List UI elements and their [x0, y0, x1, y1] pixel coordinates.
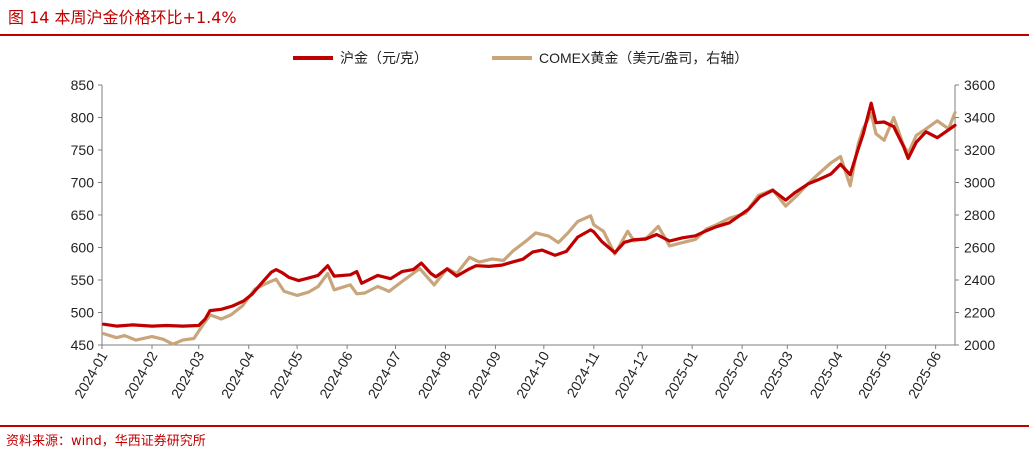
series-lines: [101, 101, 957, 346]
left-tick-label: 750: [71, 142, 95, 158]
x-tick-label: 2024-10: [513, 348, 553, 401]
x-tick-label: 2024-03: [168, 348, 208, 401]
right-tick-label: 2800: [964, 207, 995, 223]
x-tick-label: 2024-01: [71, 348, 111, 401]
chart-legend: 沪金（元/克） COMEX黄金（美元/盎司，右轴）: [293, 50, 748, 66]
x-tick-label: 2024-04: [218, 348, 258, 401]
left-tick-label: 700: [71, 175, 95, 191]
x-tick-label: 2024-05: [266, 348, 306, 401]
left-tick-label: 550: [71, 272, 95, 288]
legend-label-shfe: 沪金（元/克）: [340, 50, 428, 66]
x-tick-label: 2025-05: [855, 348, 895, 401]
x-tick-label: 2024-08: [415, 348, 455, 401]
left-tick-label: 650: [71, 207, 95, 223]
left-tick-label: 450: [71, 337, 95, 353]
left-tick-label: 800: [71, 110, 95, 126]
right-tick-label: 2000: [964, 337, 995, 353]
legend-label-comex: COMEX黄金（美元/盎司，右轴）: [539, 50, 748, 66]
gold-price-chart: 沪金（元/克） COMEX黄金（美元/盎司，右轴） 450 500 550 600 65…: [71, 50, 996, 401]
x-tick-label: 2025-03: [756, 348, 796, 401]
left-tick-label: 850: [71, 77, 95, 93]
x-tick-label: 2025-01: [661, 348, 701, 401]
right-tick-label: 3200: [964, 142, 995, 158]
right-tick-label: 2200: [964, 305, 995, 321]
title-rule: [0, 34, 1029, 36]
right-axis-ticks: 2000 2200 2400 2600 2800 3000 3200 3400 3600: [955, 77, 995, 353]
x-tick-label: 2025-06: [905, 348, 945, 401]
right-tick-label: 3600: [964, 77, 995, 93]
x-tick-label: 2024-06: [316, 348, 356, 401]
x-tick-label: 2024-07: [365, 348, 405, 401]
x-axis-ticks: 2024-01 2024-02 2024-03 2024-04 2024-05 2024-…: [71, 345, 944, 401]
right-tick-label: 3000: [964, 175, 995, 191]
left-tick-label: 500: [71, 305, 95, 321]
right-tick-label: 2600: [964, 240, 995, 256]
source-note: 资料来源：wind，华西证券研究所: [6, 434, 206, 449]
x-tick-label: 2025-04: [806, 348, 846, 401]
series-line-shfe: [101, 101, 957, 328]
x-tick-label: 2024-09: [464, 348, 504, 401]
x-tick-label: 2024-02: [121, 348, 161, 401]
figure-title: 图 14 本周沪金价格环比+1.4%: [8, 8, 237, 27]
right-tick-label: 3400: [964, 110, 995, 126]
x-tick-label: 2024-12: [611, 348, 651, 401]
left-tick-label: 600: [71, 240, 95, 256]
x-tick-label: 2024-11: [563, 348, 602, 400]
right-tick-label: 2400: [964, 272, 995, 288]
source-rule: [0, 425, 1029, 427]
series-line-comex: [101, 110, 957, 346]
x-tick-label: 2025-02: [711, 348, 751, 401]
left-axis-ticks: 450 500 550 600 650 700 750 800 850: [71, 77, 102, 353]
